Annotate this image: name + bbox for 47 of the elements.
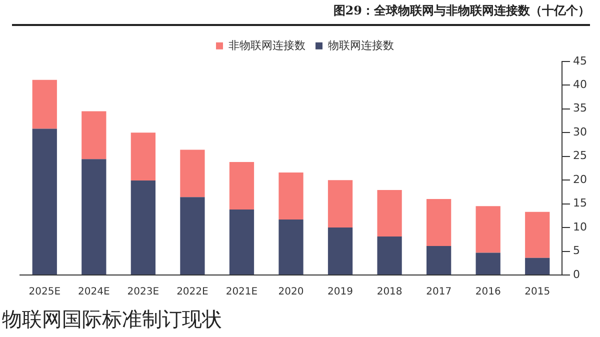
bar [525,212,550,258]
x-tick-label: 2023E [127,286,160,298]
x-tick-label: 2019 [328,286,353,298]
bar [32,80,57,129]
bar [82,159,106,274]
bar [180,150,205,198]
y-tick-label: 0 [573,268,580,281]
x-tick-label: 2020 [278,286,304,298]
bar [82,111,106,160]
bar [525,258,550,274]
bar [229,209,254,274]
x-tick-label: 2021E [226,286,258,298]
text: 物联网国际标准制订现状 [2,306,222,333]
bar [476,206,500,253]
x-tick-label: 2017 [426,286,452,298]
legend-label: 非物联网连接数 [228,38,306,52]
y-tick-label: 25 [573,149,588,162]
y-tick-label: 30 [573,125,588,138]
y-tick-label: 10 [573,220,588,234]
x-tick-label: 2025E [28,286,61,298]
y-tick-label: 35 [573,102,588,115]
bar [328,180,353,228]
legend-label: 物联网连接数 [328,38,394,52]
bar [180,197,205,274]
y-tick-label: 20 [573,172,588,186]
y-tick-label: 15 [573,196,588,210]
bar [377,236,402,274]
bar [32,128,57,274]
bar [278,219,304,274]
bar [278,172,304,220]
y-tick-label: 5 [573,244,580,258]
chart-title: 图29：全球物联网与非物联网连接数（十亿个） [333,3,590,18]
bar [377,190,402,237]
bar [229,162,254,210]
y-tick-label: 45 [573,54,588,68]
bar [426,199,452,246]
x-tick-label: 2022E [176,286,208,298]
bar [130,132,156,181]
y-tick-label: 40 [573,78,588,91]
x-tick-label: 2016 [475,286,501,298]
bar [426,246,452,274]
bar [476,252,500,274]
bar [328,228,353,274]
x-tick-label: 2024E [78,286,110,298]
x-tick-label: 2015 [524,286,550,298]
bar [130,180,156,274]
x-tick-label: 2018 [376,286,402,298]
